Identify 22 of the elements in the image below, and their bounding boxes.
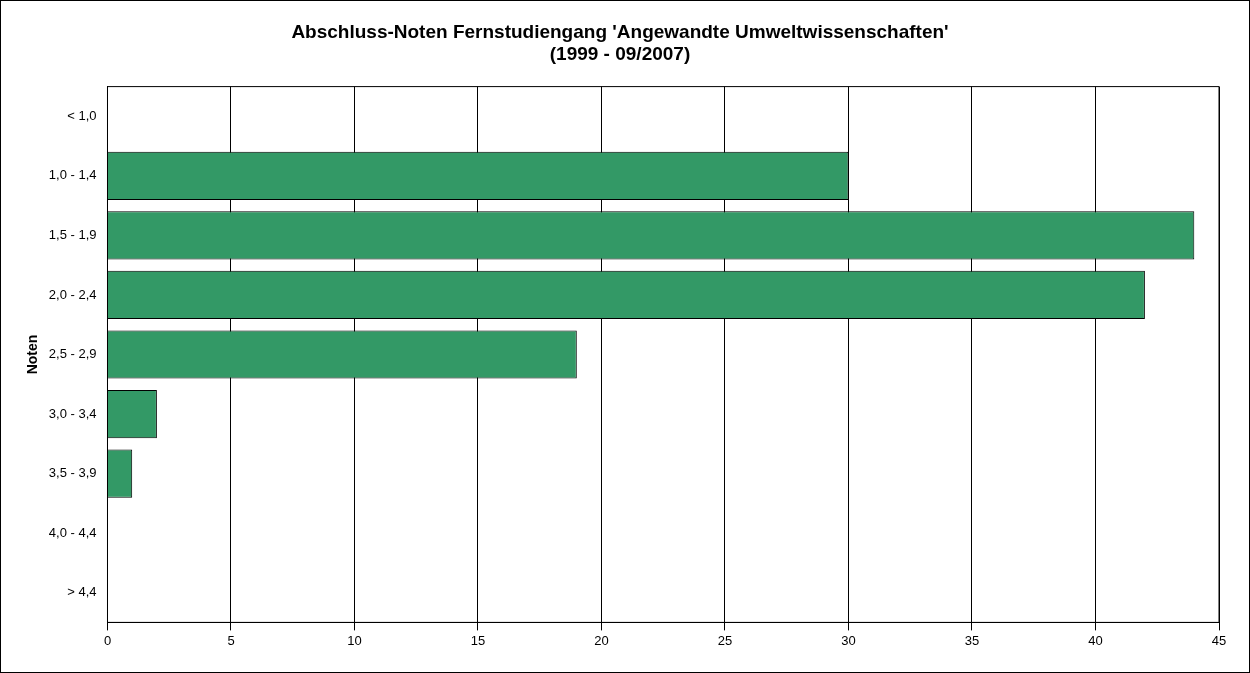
y-tick-label: 4,0 - 4,4 — [48, 524, 97, 540]
x-tick-label: 15 — [470, 632, 486, 648]
x-tick-label: 40 — [1088, 632, 1103, 648]
chart-subtitle: (1999 - 09/2007) — [549, 43, 691, 65]
y-tick-label: > 4,4 — [67, 584, 97, 600]
y-tick-label: 2,0 - 2,4 — [48, 286, 97, 302]
y-tick-label: 1,5 - 1,9 — [48, 227, 97, 243]
y-tick-label: < 1,0 — [67, 107, 97, 123]
x-tick-label: 0 — [103, 632, 112, 648]
y-tick-label: 3,5 - 3,9 — [48, 465, 97, 481]
chart-title: Abschluss-Noten Fernstudiengang 'Angewandte Umweltwissenschaften' — [291, 20, 949, 42]
x-tick-label: 30 — [841, 632, 856, 648]
x-tick-label: 5 — [227, 632, 235, 648]
y-tick-label: 1,0 - 1,4 — [48, 167, 97, 183]
y-tick-label: 2,5 - 2,9 — [48, 346, 97, 362]
y-tick-label: 3,0 - 3,4 — [48, 405, 97, 421]
x-tick-label: 45 — [1211, 632, 1227, 648]
x-tick-label: 25 — [717, 632, 733, 648]
x-tick-label: 35 — [964, 632, 980, 648]
x-tick-label: 10 — [347, 632, 362, 648]
x-tick-label: 20 — [594, 632, 609, 648]
y-axis-title: Noten — [24, 334, 41, 375]
